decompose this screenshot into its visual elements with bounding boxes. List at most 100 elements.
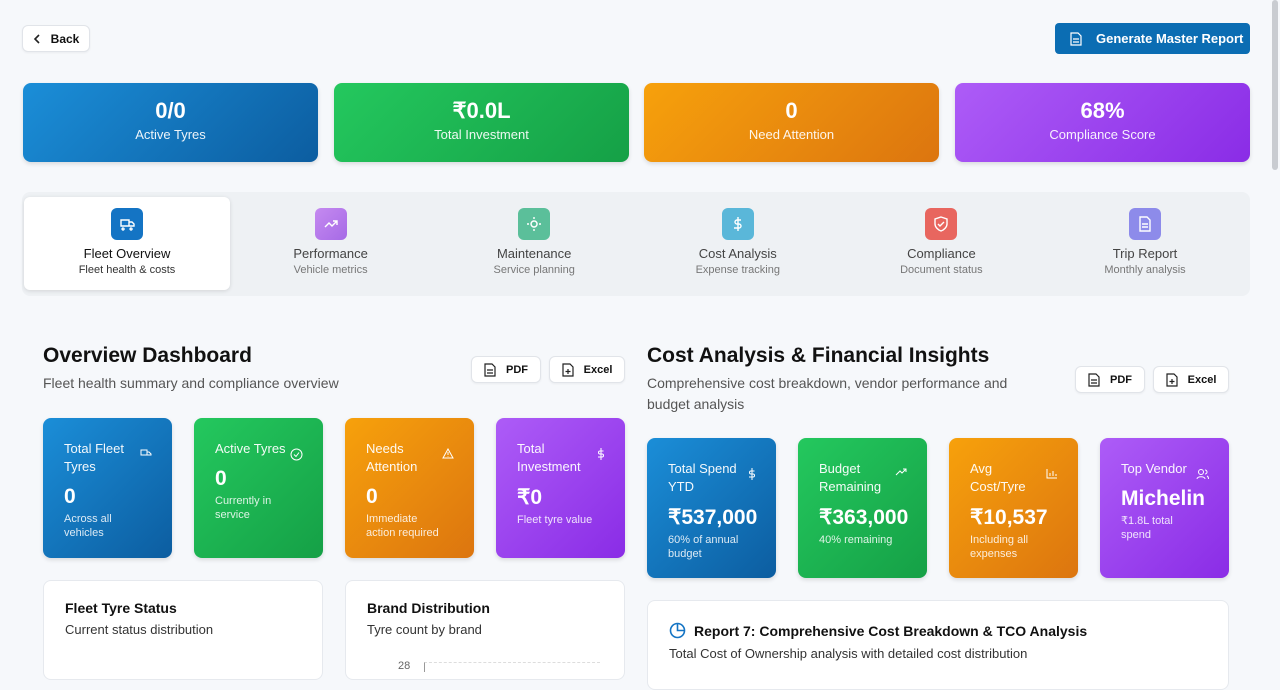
tab-subtitle: Expense tracking: [695, 264, 780, 276]
icon: [527, 217, 542, 231]
stat-title: Top Vendor: [1121, 461, 1187, 476]
section-subtitle: Fleet health summary and compliance over…: [43, 375, 339, 391]
pdf-button[interactable]: PDF: [471, 356, 541, 383]
tab[interactable]: Compliance Document status: [838, 197, 1044, 290]
kpi-value: 0: [785, 98, 798, 123]
icon: [324, 220, 338, 228]
stat-title: Total Fleet Tyres: [64, 441, 124, 474]
icon: [1046, 469, 1057, 479]
stat-value: 0: [366, 485, 378, 508]
kpi-label: Active Tyres: [135, 127, 206, 142]
stat-note: Currently in service: [215, 495, 272, 521]
tab[interactable]: Cost Analysis Expense tracking: [635, 197, 841, 290]
tab[interactable]: Performance Vehicle metrics: [228, 197, 434, 290]
tab[interactable]: Trip Report Monthly analysis: [1042, 197, 1248, 290]
section-title: Overview Dashboard: [43, 344, 252, 367]
stat-value: 0: [215, 467, 227, 490]
page: Back Generate Master Report (() => { con…: [22, 0, 1278, 690]
tab-icon: [1129, 208, 1161, 240]
chart-panel: Fleet Tyre Status Current status distribu…: [43, 580, 323, 680]
report-subtitle: Total Cost of Ownership analysis with de…: [669, 646, 1028, 661]
tab-subtitle: Monthly analysis: [1104, 264, 1186, 276]
stat-value: ₹537,000: [668, 506, 758, 529]
report-title-text: Report 7: Comprehensive Cost Breakdown &…: [694, 622, 1088, 639]
section-subtitle: Comprehensive cost breakdown, vendor per…: [647, 375, 1008, 412]
stat-title: Active Tyres: [215, 441, 286, 456]
tab-icon: [925, 208, 958, 240]
stat-value: ₹0: [517, 486, 543, 509]
stat-card: Total Investment ₹0 Fleet tyre value: [496, 418, 625, 558]
icon: [562, 362, 574, 377]
kpi-card: 0 Need Attention: [644, 83, 939, 162]
stat-card: Total Fleet Tyres 0 Across all vehicles: [43, 418, 172, 558]
tab-title: Cost Analysis: [698, 246, 777, 261]
stat-value: ₹10,537: [970, 506, 1048, 529]
excel-label: Excel: [1187, 373, 1217, 386]
tab-subtitle: Fleet health & costs: [78, 264, 176, 276]
stat-value: Michelin: [1121, 487, 1206, 510]
stat-note: 40% remaining: [819, 534, 893, 546]
stat-title: Budget Remaining: [819, 461, 882, 494]
back-label: Back: [50, 31, 80, 46]
tab-subtitle: Service planning: [493, 264, 575, 276]
stat-value: ₹363,000: [819, 506, 909, 529]
stat-note: Across all vehicles: [64, 513, 112, 539]
tab-subtitle: Document status: [900, 264, 983, 276]
kpi-label: Compliance Score: [1049, 127, 1156, 142]
panel-subtitle: Tyre count by brand: [367, 622, 482, 637]
tab-icon: [721, 208, 754, 240]
icon: [934, 216, 949, 232]
excel-label: Excel: [583, 363, 613, 376]
stat-card: Total Spend YTD ₹537,000 60% of annual bud…: [647, 438, 776, 578]
master-report-button[interactable]: Generate Master Report: [1055, 23, 1250, 54]
icon: [669, 622, 686, 639]
report-card: Report 7: Comprehensive Cost Breakdown &…: [647, 600, 1229, 690]
excel-button[interactable]: Excel: [1153, 366, 1229, 393]
pdf-label: PDF: [506, 363, 528, 376]
icon: [598, 448, 604, 460]
stat-card: Avg Cost/Tyre ₹10,537 Including all expens…: [949, 438, 1078, 578]
icon: [442, 448, 454, 459]
panel-subtitle: Current status distribution: [65, 622, 214, 637]
icon: [1196, 469, 1209, 480]
icon: [290, 448, 303, 461]
chevron-icon: [33, 33, 40, 44]
tab-title: Maintenance: [496, 246, 572, 261]
section-title: Cost Analysis & Financial Insights: [647, 344, 990, 367]
stat-card: Needs Attention 0 Immediate action require…: [345, 418, 474, 558]
icon: [1139, 216, 1151, 232]
tab[interactable]: Maintenance Service planning: [431, 197, 637, 290]
kpi-label: Need Attention: [748, 127, 835, 142]
kpi-card: ₹0.0L Total Investment: [334, 83, 629, 162]
scrollbar: [1272, 0, 1278, 170]
kpi-value: ₹0.0L: [452, 98, 511, 123]
kpi-value: 68%: [1080, 98, 1125, 123]
stat-value: 0: [64, 485, 76, 508]
stat-note: ₹1.8L total spend: [1121, 515, 1173, 541]
stat-title: Needs Attention: [366, 441, 418, 474]
pdf-button[interactable]: PDF: [1075, 366, 1145, 393]
kpi-card: 68% Compliance Score: [955, 83, 1250, 162]
kpi-card: 0/0 Active Tyres: [23, 83, 318, 162]
kpi-value: 0/0: [155, 98, 186, 123]
back-button[interactable]: Back: [22, 25, 90, 52]
icon: [1166, 372, 1178, 387]
report-title: Report 7: Comprehensive Cost Breakdown &…: [669, 622, 1228, 639]
stat-title: Total Spend YTD: [668, 461, 737, 494]
tab-title: Trip Report: [1112, 246, 1178, 261]
tab[interactable]: Fleet Overview Fleet health & costs: [24, 197, 230, 290]
icon: [120, 219, 135, 231]
icon: [484, 362, 496, 377]
icon: [140, 449, 152, 456]
excel-button[interactable]: Excel: [549, 356, 625, 383]
stat-card: Top Vendor Michelin ₹1.8L total spend: [1100, 438, 1229, 578]
icon: [749, 468, 755, 480]
axis-tick-label: 28: [398, 660, 411, 672]
pdf-label: PDF: [1110, 373, 1132, 386]
axis-line: [424, 662, 600, 672]
icon: [895, 468, 907, 476]
panel-title: Brand Distribution: [367, 600, 490, 616]
stat-note: Including all expenses: [970, 534, 1029, 560]
tab-subtitle: Vehicle metrics: [293, 264, 368, 276]
chart-panel: Brand Distribution Tyre count by brand: [345, 580, 625, 680]
